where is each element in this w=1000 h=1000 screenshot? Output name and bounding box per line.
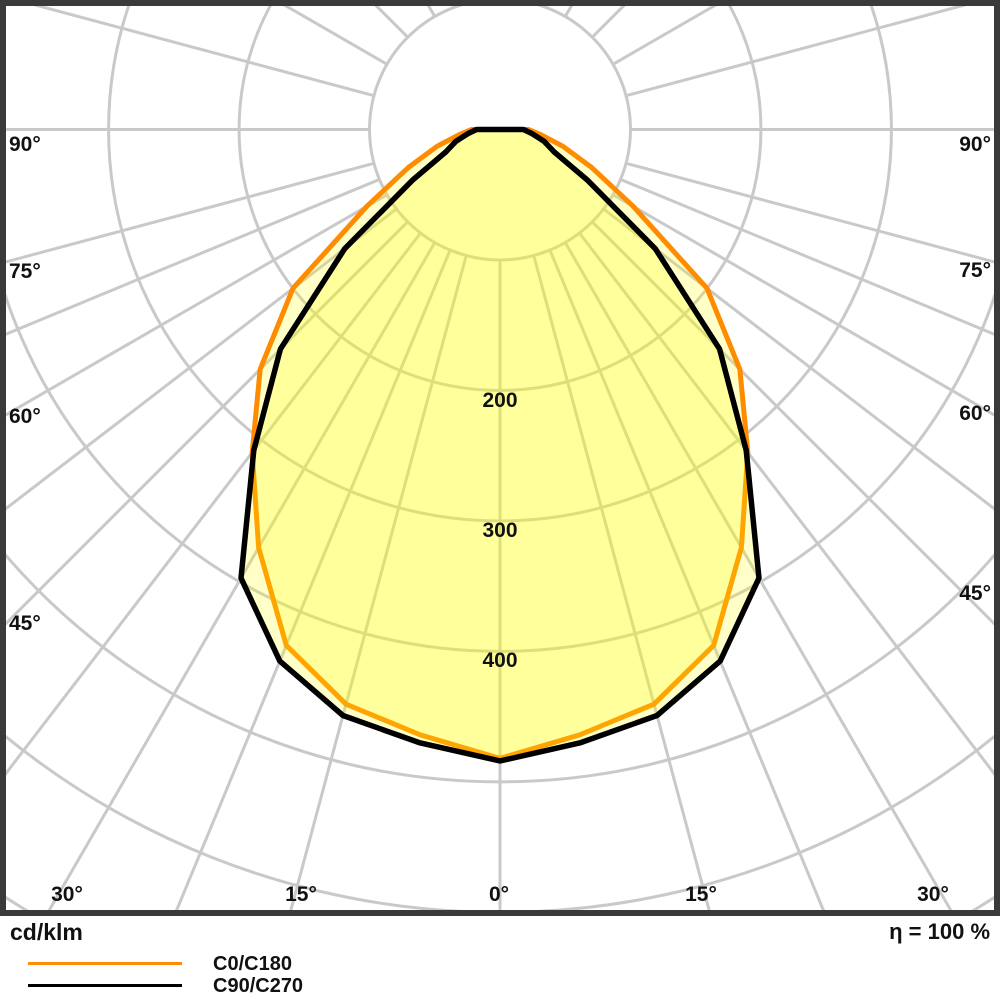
angle-label: 45° <box>9 612 41 635</box>
legend-label-c0-c180: C0/C180 <box>213 953 292 975</box>
grid-ray <box>6 178 381 336</box>
angle-label: 15° <box>685 883 717 906</box>
grid-ring <box>6 553 994 784</box>
ring-value-label: 200 <box>482 389 517 412</box>
grid-ray <box>6 161 375 264</box>
ring-value-label: 300 <box>482 519 517 542</box>
footer-row: cd/klm η = 100 % <box>0 919 1000 945</box>
legend-line-c0-c180-icon <box>28 962 182 965</box>
angle-label: 15° <box>285 883 317 906</box>
grid-ring <box>368 6 632 262</box>
polar-chart: 200 300 400 90° 75° 60° 45° 90° 75° 60° 45° 30° 15° 0… <box>0 0 1000 916</box>
unit-label: cd/klm <box>10 919 83 945</box>
grid-ray <box>175 249 452 910</box>
angle-label: 75° <box>9 260 41 283</box>
angle-label: 60° <box>959 402 991 425</box>
chart-frame <box>0 0 1000 916</box>
grid-ring <box>107 6 893 523</box>
grid-ray <box>619 178 994 336</box>
grid-ray <box>602 207 994 511</box>
grid-ray <box>578 232 994 776</box>
grid-ray <box>47 241 437 910</box>
efficiency-label: η = 100 % <box>889 919 990 944</box>
curve-c0-c180 <box>249 127 751 761</box>
grid-ray <box>6 207 398 511</box>
grid-ring <box>237 6 763 392</box>
legend-label-c90-c270: C90/C270 <box>213 975 304 997</box>
grid-ray <box>532 255 711 910</box>
angle-label: 30° <box>917 883 949 906</box>
grid-rings <box>6 6 994 910</box>
grid-ray <box>33 6 375 98</box>
legend-line-c90-c270-icon <box>28 984 182 987</box>
angle-label: 90° <box>9 133 41 156</box>
angle-label: 90° <box>959 133 991 156</box>
plot-area: 200 300 400 <box>6 6 994 910</box>
curve-c90-c270 <box>238 126 762 764</box>
grid-ring <box>6 293 994 653</box>
grid-ray <box>6 232 422 776</box>
ring-value-label: 400 <box>482 649 517 672</box>
angle-label: 60° <box>9 405 41 428</box>
grid-ray <box>612 193 994 417</box>
grid-ray <box>548 249 825 910</box>
legend-item-c0-c180: C0/C180 <box>0 952 1000 976</box>
angle-label: 0° <box>489 883 509 906</box>
angle-label: 45° <box>959 582 991 605</box>
grid-ray <box>289 255 468 910</box>
angle-label: 75° <box>959 259 991 282</box>
grid-ray <box>625 6 967 98</box>
grid-ray <box>563 241 953 910</box>
grid-ray <box>625 161 994 264</box>
grid-ray <box>6 193 388 417</box>
legend-item-c90-c270: C90/C270 <box>0 974 1000 998</box>
angle-label: 30° <box>51 883 83 906</box>
